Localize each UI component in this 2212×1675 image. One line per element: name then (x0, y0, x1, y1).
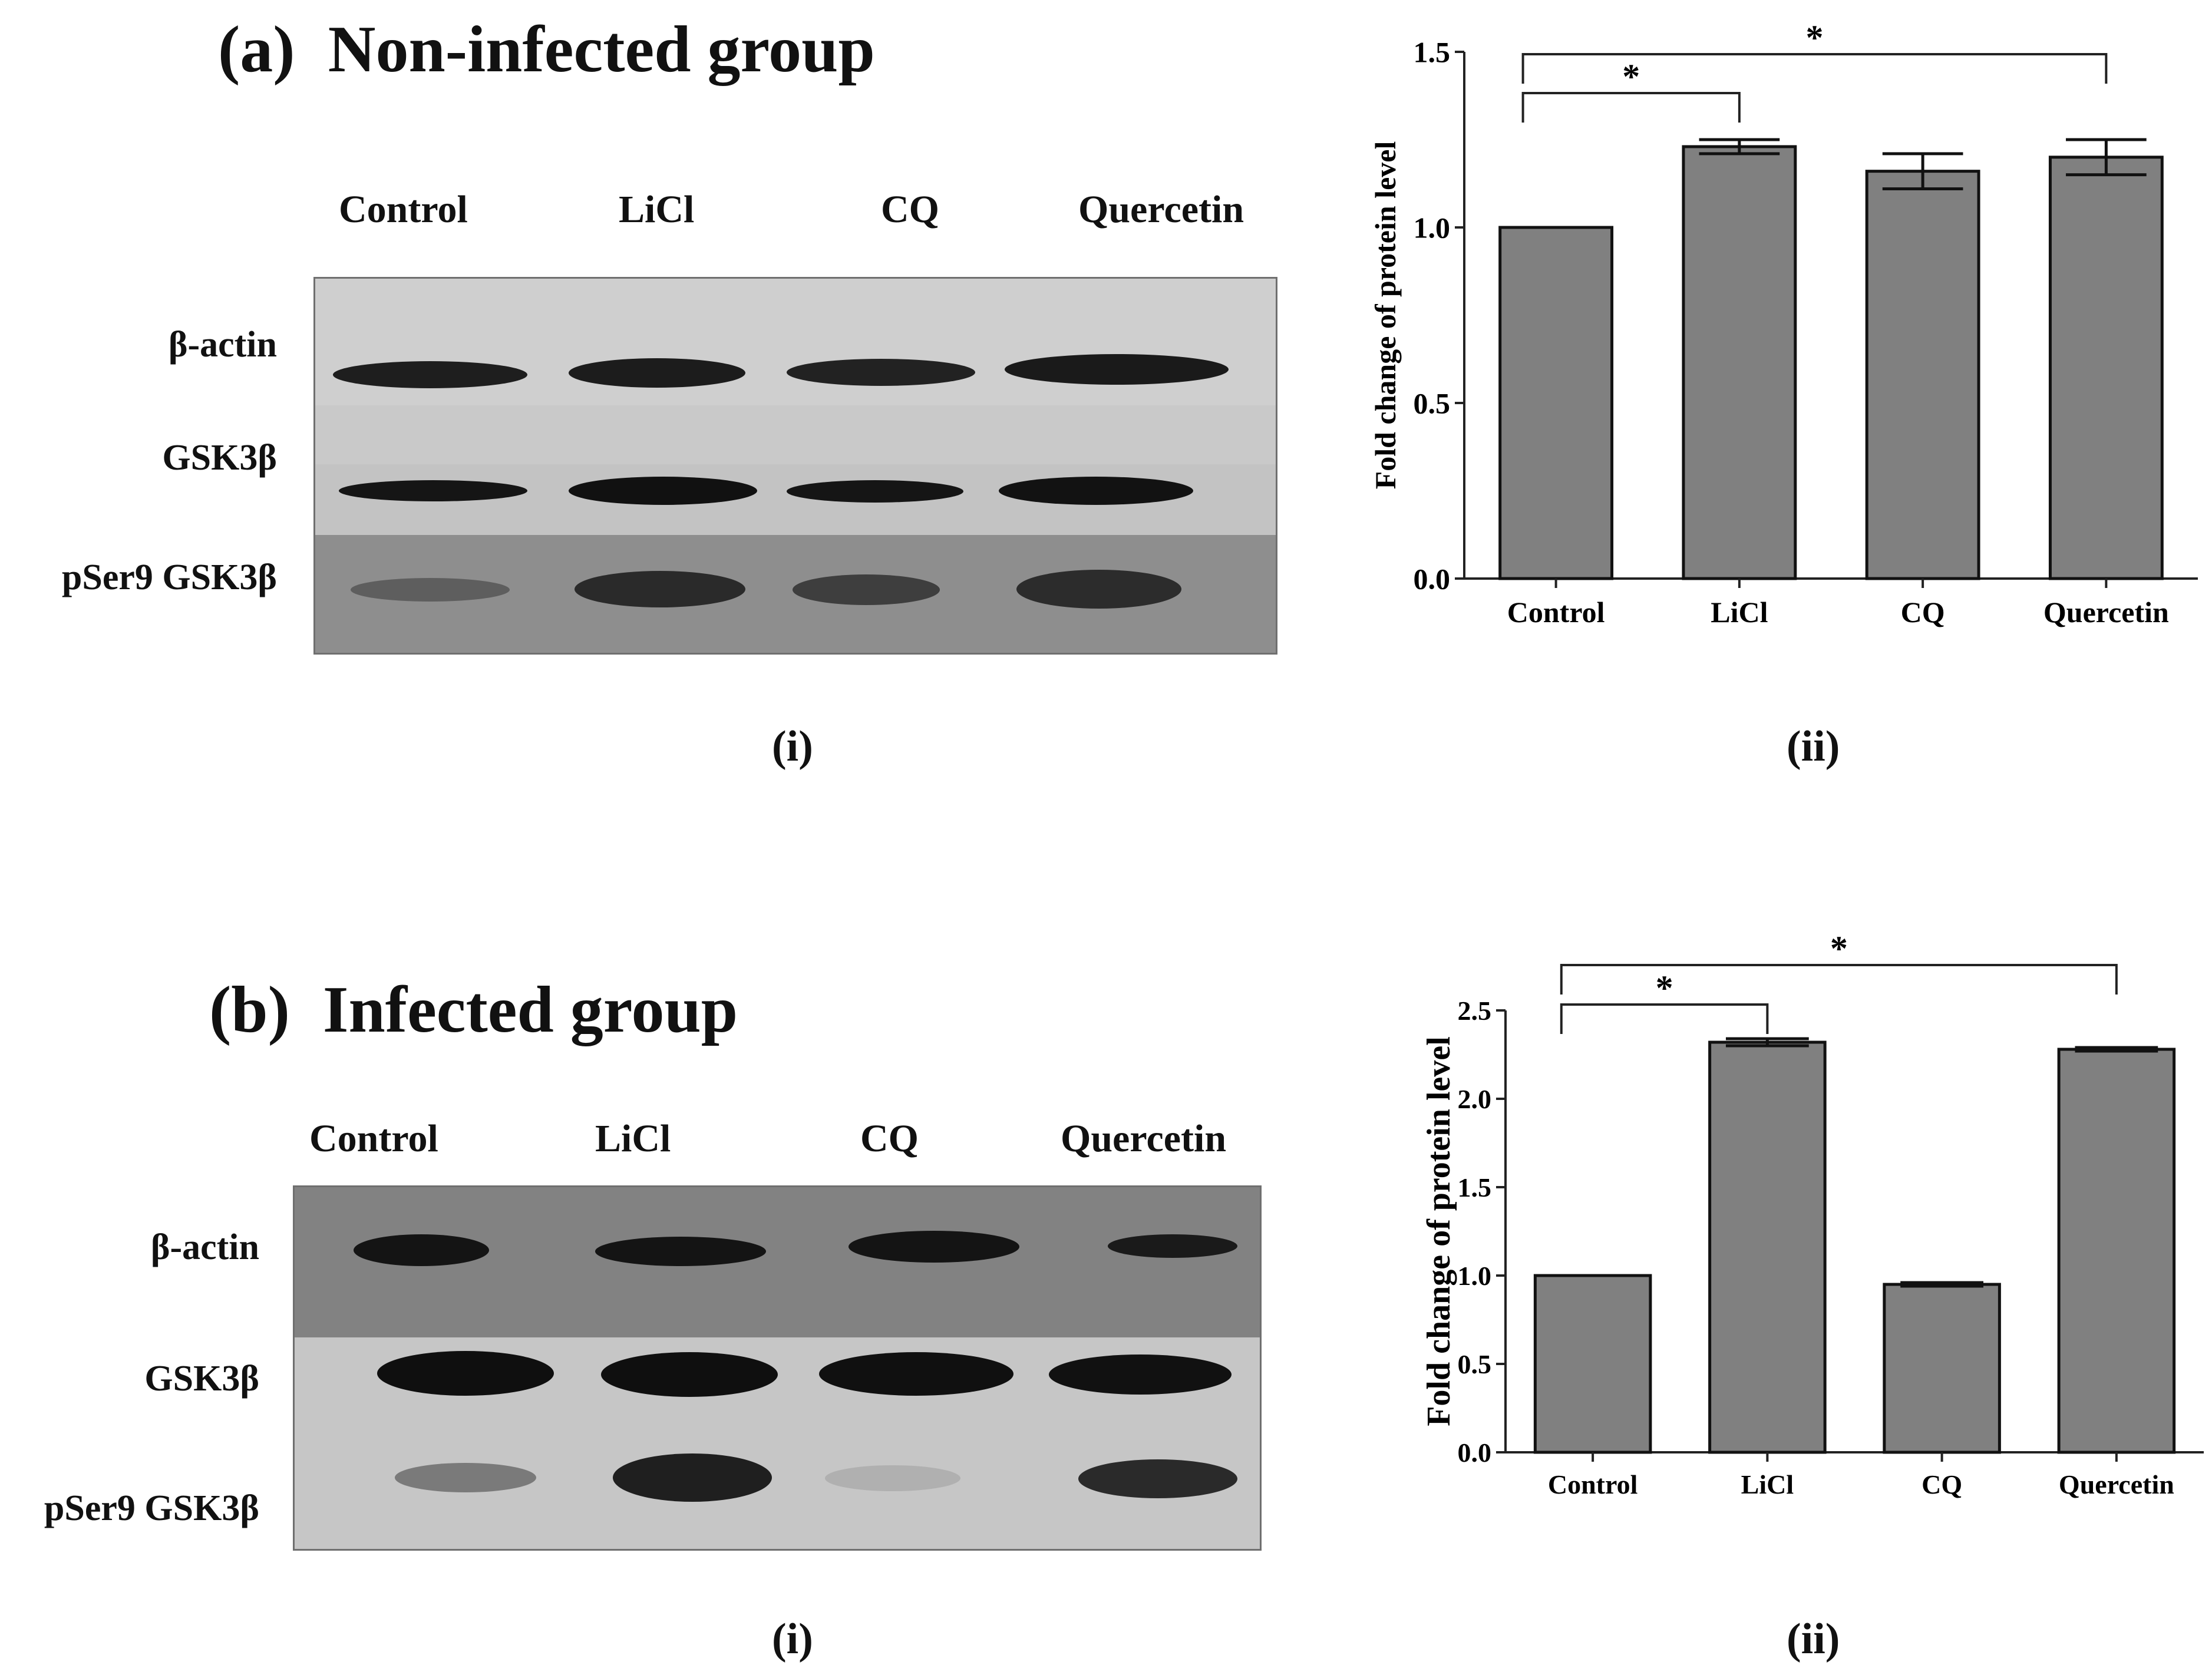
band-a-pser9-cq (793, 574, 940, 605)
blot-a-sublabel: (i) (772, 722, 813, 771)
blot-a-lane-quercetin: Quercetin (1078, 188, 1244, 231)
chart-b-significance-star: * (1656, 969, 1673, 1007)
band-b-actin-cq (849, 1231, 1019, 1263)
chart-b-significance-bracket (1560, 964, 2118, 995)
blot-b-row-beta-actin: β-actin (150, 1227, 259, 1267)
chart-b-bar-cq (1883, 1283, 2001, 1454)
chart-b-bar-quercetin (2057, 1048, 2176, 1454)
blot-a-row-pser9-gsk3b: pSer9 GSK3β (61, 557, 277, 597)
blot-b-sublabel: (i) (772, 1615, 813, 1663)
chart-a-sublabel: (ii) (1787, 722, 1840, 771)
band-a-gsk3b-control (339, 480, 527, 501)
chart-a-significance-bracket (1521, 53, 2108, 84)
chart-b-ytick-label: 0.5 (1458, 1349, 1492, 1379)
panel-a-title-text: Non-infected group (328, 13, 875, 86)
chart-b-significance-star: * (1830, 931, 1848, 968)
blot-a-lane-licl: LiCl (619, 188, 695, 231)
blot-a-lane-control: Control (339, 188, 468, 231)
blot-a-row-gsk3b: GSK3β (162, 438, 277, 478)
chart-b-ytick-label: 2.0 (1458, 1084, 1492, 1114)
band-a-pser9-quercetin (1016, 570, 1181, 609)
chart-a-significance-star: * (1622, 57, 1640, 96)
band-a-gsk3b-quercetin (999, 477, 1193, 505)
chart-b-ytick-label: 1.5 (1458, 1172, 1492, 1202)
western-blot-b (293, 1185, 1262, 1551)
band-b-gsk3b-control (377, 1351, 554, 1396)
chart-a-bar-quercetin (2048, 156, 2164, 580)
chart-a-bar-licl (1682, 145, 1797, 580)
band-b-pser9-control (395, 1463, 536, 1492)
chart-a-significance-star: * (1805, 18, 1823, 57)
chart-b-xtick-label: LiCl (1741, 1469, 1794, 1499)
band-b-gsk3b-quercetin (1049, 1354, 1232, 1395)
blot-a-lane-cq: CQ (881, 188, 939, 231)
chart-a-xtick-label: Control (1507, 596, 1605, 629)
blot-b-lane-quercetin: Quercetin (1061, 1117, 1227, 1160)
chart-a-xtick-label: CQ (1901, 596, 1945, 629)
chart-a-significance-bracket (1521, 92, 1741, 123)
panel-b-title-text: Infected group (322, 973, 738, 1046)
blot-b-row-pser9-gsk3b: pSer9 GSK3β (44, 1488, 259, 1528)
band-a-pser9-control (351, 578, 510, 602)
bar-chart-a: Fold change of protein level 0.0 0.5 1.0 1.5… (1369, 18, 2198, 629)
band-b-actin-licl (595, 1237, 766, 1266)
band-a-actin-cq (787, 359, 975, 386)
chart-b-significance-bracket (1560, 1003, 1769, 1034)
band-b-gsk3b-licl (601, 1352, 778, 1397)
band-a-actin-control (333, 361, 527, 388)
chart-a-bar-cq (1865, 170, 1980, 580)
chart-b-bar-licl (1708, 1040, 1827, 1454)
band-a-actin-quercetin (1005, 354, 1229, 385)
chart-a-ytick-label: 1.5 (1414, 36, 1451, 69)
band-b-actin-quercetin (1108, 1234, 1237, 1258)
western-blot-a (313, 277, 1277, 655)
band-b-pser9-licl (613, 1453, 772, 1502)
chart-b-ylabel: Fold change of protein level (1421, 1036, 1457, 1426)
panel-a-title: (a) Non-infected group (218, 12, 875, 88)
blot-b-row-gsk3b: GSK3β (144, 1359, 259, 1399)
band-b-gsk3b-cq (819, 1352, 1013, 1396)
chart-a-ytick-label: 1.0 (1414, 212, 1451, 245)
panel-b-title: (b) Infected group (209, 972, 738, 1048)
chart-b-sublabel: (ii) (1787, 1615, 1840, 1663)
chart-b-bar-control (1533, 1274, 1652, 1454)
chart-b-xtick-label: CQ (1922, 1469, 1962, 1499)
band-a-gsk3b-cq (787, 480, 963, 503)
chart-a-ytick-label: 0.5 (1414, 387, 1451, 420)
blot-b-lane-cq: CQ (860, 1117, 919, 1160)
band-b-pser9-cq (825, 1465, 960, 1491)
blot-b-lane-control: Control (309, 1117, 438, 1160)
chart-a-ytick-label: 0.0 (1414, 563, 1451, 596)
chart-a-ylabel: Fold change of protein level (1369, 141, 1402, 490)
band-a-gsk3b-licl (569, 477, 757, 505)
band-b-actin-control (354, 1234, 489, 1266)
chart-b-ytick-label: 0.0 (1458, 1438, 1492, 1468)
chart-b-ytick-label: 1.0 (1458, 1261, 1492, 1291)
panel-b-letter: (b) (209, 973, 290, 1046)
band-a-actin-licl (569, 358, 745, 388)
blot-b-lane-licl: LiCl (595, 1117, 671, 1160)
chart-a-bar-control (1498, 226, 1614, 580)
chart-b-xtick-label: Quercetin (2059, 1469, 2174, 1499)
chart-a-xtick-label: LiCl (1711, 596, 1768, 629)
panel-a-letter: (a) (218, 13, 295, 86)
band-b-pser9-quercetin (1078, 1459, 1237, 1498)
chart-b-ytick-label: 2.5 (1458, 996, 1492, 1026)
band-a-pser9-licl (575, 571, 745, 607)
chart-a-xtick-label: Quercetin (2043, 596, 2169, 629)
blot-a-row-beta-actin: β-actin (168, 325, 277, 365)
chart-b-xtick-label: Control (1548, 1469, 1638, 1499)
